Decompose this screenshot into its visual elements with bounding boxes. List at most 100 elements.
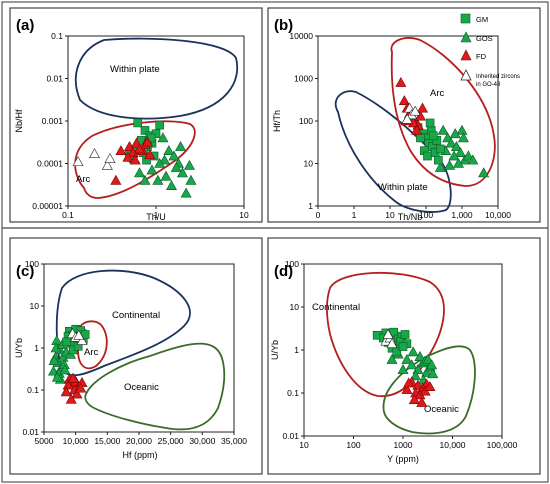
- point-gm: [425, 118, 435, 128]
- point-inherited: [73, 329, 85, 340]
- oceanic-field-d: [382, 345, 476, 435]
- point-gos: [478, 167, 490, 178]
- y-tick-label: 0.0001: [37, 159, 63, 169]
- point-fd: [401, 383, 413, 394]
- region-label-within-plate-b: Within plate: [378, 182, 428, 193]
- y-tick-label: 0.1: [51, 31, 63, 41]
- point-gos: [185, 174, 197, 185]
- panel-c-frame: [9, 237, 263, 475]
- point-gos: [445, 137, 457, 148]
- point-gos: [406, 359, 418, 370]
- y-tick-label: 0.01: [46, 74, 63, 84]
- point-gos: [421, 366, 433, 377]
- y-tick-label: 0.00001: [32, 201, 63, 211]
- x-tick-label: 1: [154, 210, 159, 220]
- point-gos: [160, 170, 172, 181]
- point-gm: [434, 155, 443, 165]
- y-tick-label: 1: [34, 343, 39, 353]
- x-tick-label: 10,000: [63, 436, 89, 446]
- point-gos: [450, 140, 462, 151]
- x-tick-label: 15,000: [94, 436, 120, 446]
- point-gos: [401, 353, 413, 364]
- legend: GM GOS FD Inherited zircons in GO-48: [460, 13, 520, 88]
- y-axis-title-c: U/Yb: [14, 338, 24, 358]
- point-fd: [122, 151, 134, 162]
- y-axis-title-d: U/Yb: [270, 340, 280, 360]
- point-gos: [410, 370, 422, 381]
- point-gos: [175, 140, 187, 151]
- legend-fd-label: FD: [476, 52, 487, 61]
- legend-inherited-label: Inherited zircons in GO-48: [476, 74, 520, 88]
- point-fd: [60, 386, 72, 397]
- point-gos: [397, 363, 409, 374]
- y-tick-label: 10000: [289, 31, 313, 41]
- point-gm: [423, 151, 432, 161]
- point-gos: [154, 157, 166, 168]
- x-tick-label: 100: [419, 210, 433, 220]
- point-gos: [168, 150, 180, 161]
- point-gm: [429, 131, 438, 141]
- point-gos: [407, 346, 419, 357]
- point-gos: [437, 124, 449, 135]
- x-tick-label: 10: [385, 210, 395, 220]
- point-inherited: [386, 338, 398, 349]
- x-tick-label: 10: [239, 210, 249, 220]
- x-tick-label: 30,000: [189, 436, 215, 446]
- y-tick-label: 1: [308, 201, 313, 211]
- panel-a: Within plate Arc 0.1 1 10 0.1 0.01 0.001 0.000…: [14, 31, 249, 222]
- point-gm: [62, 337, 72, 347]
- x-tick-label: 35,000: [221, 436, 247, 446]
- point-gos: [454, 147, 466, 157]
- point-fd: [398, 95, 410, 106]
- x-tick-label: 100: [346, 440, 360, 450]
- point-fd: [403, 377, 415, 388]
- point-gm: [155, 120, 164, 130]
- region-label-arc-a: Arc: [76, 174, 91, 185]
- panel-d-frame: [267, 237, 541, 475]
- point-gos: [427, 368, 439, 379]
- x-axis-title-c: Hf (ppm): [122, 450, 157, 460]
- point-fd: [129, 154, 141, 165]
- legend-gos-marker: [460, 31, 472, 43]
- point-gos: [183, 159, 195, 170]
- point-gos: [422, 353, 434, 364]
- legend-inherited-marker: [460, 69, 472, 81]
- y-axis-title-a: Nb/Hf: [14, 109, 24, 133]
- panel-letter-a: (a): [16, 17, 34, 34]
- point-fd: [417, 102, 429, 113]
- point-inherited: [72, 156, 84, 167]
- x-tick-label: 0.1: [62, 210, 74, 220]
- point-gos: [426, 359, 438, 370]
- region-label-within-plate-a: Within plate: [110, 64, 160, 75]
- point-gm: [133, 118, 143, 128]
- point-inherited: [88, 148, 101, 159]
- point-gos: [448, 150, 460, 161]
- y-tick-label: 10: [304, 159, 314, 169]
- point-gos: [47, 365, 60, 376]
- legend-fd-marker: [460, 49, 472, 61]
- point-gm: [398, 342, 408, 351]
- point-gos: [386, 353, 398, 364]
- point-gos: [59, 364, 71, 375]
- oceanic-field-c: [84, 342, 226, 431]
- point-gos: [180, 187, 192, 198]
- panel-b-frame: [267, 7, 541, 223]
- x-tick-label: 1000: [394, 440, 413, 450]
- point-inherited: [382, 328, 394, 339]
- point-gos: [456, 124, 468, 135]
- y-tick-label: 0.01: [282, 431, 299, 441]
- panel-a-frame: [9, 7, 263, 223]
- point-fd: [65, 393, 77, 404]
- point-gos: [159, 154, 171, 165]
- point-fd: [67, 372, 79, 383]
- point-fd: [134, 143, 146, 154]
- arc-field-a: [74, 120, 196, 199]
- y-tick-label: 0.1: [27, 385, 39, 395]
- region-label-arc-b: Arc: [430, 88, 445, 99]
- point-fd: [414, 110, 426, 121]
- point-gos: [51, 371, 63, 382]
- point-inherited: [401, 113, 413, 124]
- point-inherited: [76, 334, 88, 345]
- point-fd: [144, 149, 156, 160]
